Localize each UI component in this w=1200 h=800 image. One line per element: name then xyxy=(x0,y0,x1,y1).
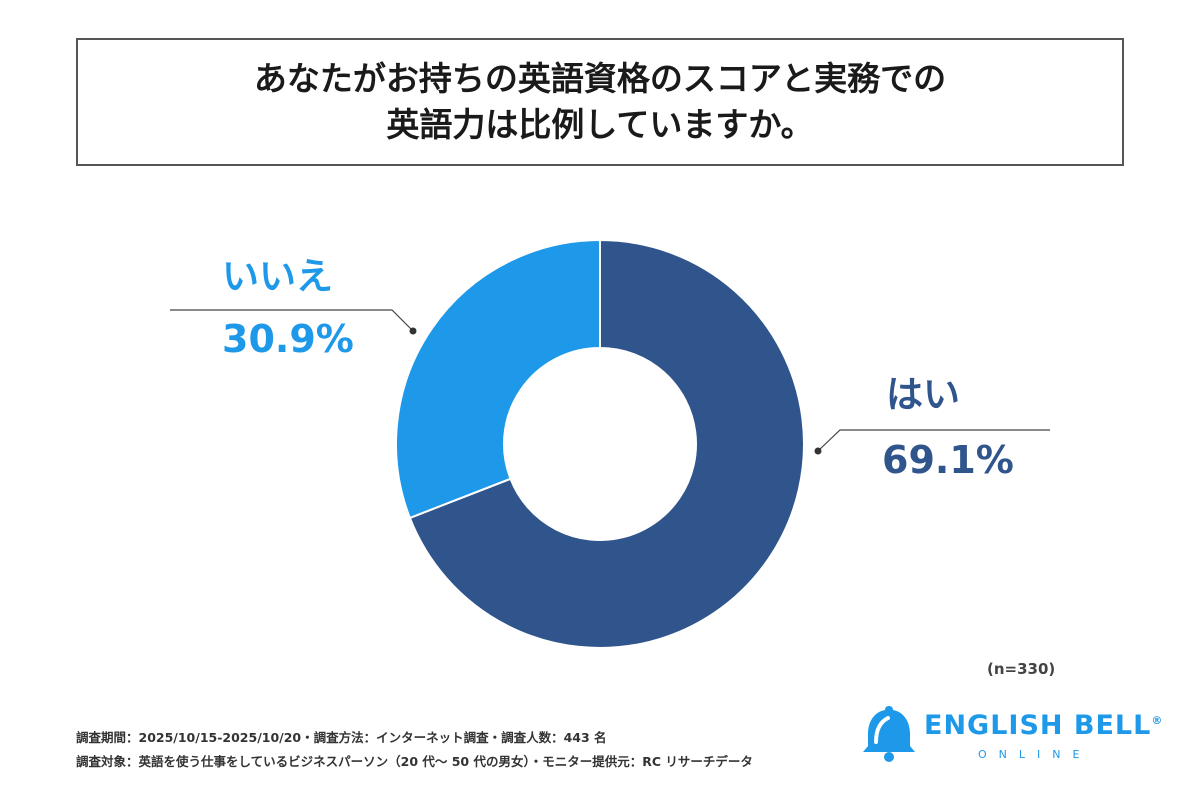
bell-icon xyxy=(863,706,915,762)
registered-mark: ® xyxy=(1151,714,1163,727)
logo-subtext: ONLINE xyxy=(978,748,1092,761)
brand-logo: ENGLISH BELL® ONLINE xyxy=(858,702,1162,772)
slice-label-no: いいえ xyxy=(222,255,333,298)
slice-label-yes: はい xyxy=(886,373,960,416)
leader-line-yes-dot xyxy=(814,447,822,455)
chart-title-line-1: あなたがお持ちの英語資格のスコアと実務での xyxy=(253,59,947,98)
leader-line-yes xyxy=(817,429,1050,452)
chart-title-box: あなたがお持ちの英語資格のスコアと実務での 英語力は比例していますか。 xyxy=(76,38,1124,166)
chart-title-line-2: 英語力は比例していますか。 xyxy=(386,105,814,144)
survey-footnote-1: 調査期間：2025/10/15-2025/10/20・調査方法：インターネット調… xyxy=(76,730,607,745)
slice-value-yes: 69.1% xyxy=(882,438,1014,482)
slice-yes xyxy=(408,238,805,649)
slice-no xyxy=(395,238,601,520)
sample-size: (n=330) xyxy=(987,660,1056,678)
slice-value-no: 30.9% xyxy=(222,317,354,361)
logo-wordmark: ENGLISH BELL® xyxy=(924,710,1163,741)
leader-line-no-dot xyxy=(409,327,417,335)
survey-footnote-2: 調査対象：英語を使う仕事をしているビジネスパーソン（20 代〜 50 代の男女）… xyxy=(76,754,753,769)
leader-line-no xyxy=(170,309,414,332)
